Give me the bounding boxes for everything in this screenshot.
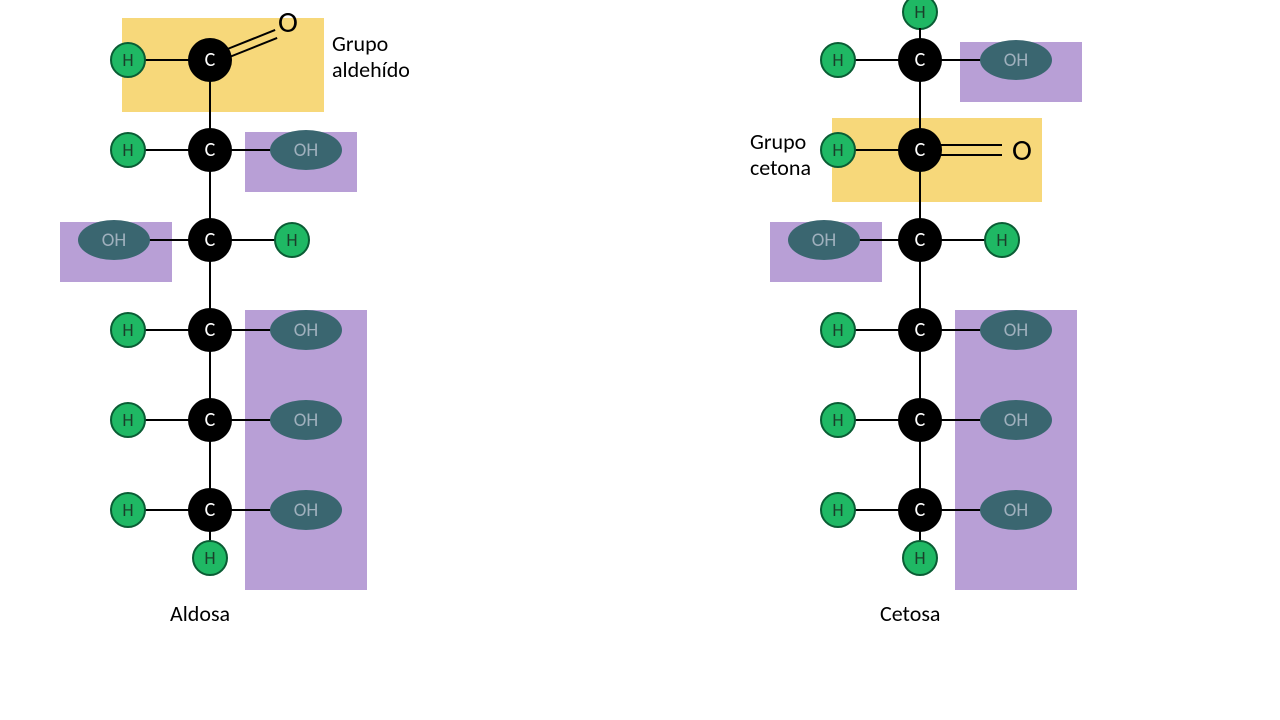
carbon-atom: C — [188, 308, 232, 352]
bond-vertical — [209, 350, 211, 400]
hydrogen-atom: H — [192, 540, 228, 576]
bond-double — [940, 154, 1002, 156]
oxygen-atom: O — [278, 4, 298, 41]
group-label: cetona — [750, 154, 811, 181]
bond-vertical — [919, 80, 921, 130]
hydrogen-atom: H — [820, 312, 856, 348]
molecule-title: Aldosa — [170, 600, 230, 627]
bond-vertical — [209, 260, 211, 310]
bond-horizontal — [144, 419, 190, 421]
group-label: Grupo — [750, 128, 806, 155]
bond-horizontal — [144, 59, 190, 61]
bond-horizontal — [940, 239, 986, 241]
bond-horizontal — [144, 149, 190, 151]
bond-horizontal — [144, 509, 190, 511]
hydroxyl-group: OH — [270, 310, 342, 350]
carbon-atom: C — [898, 218, 942, 262]
carbon-atom: C — [898, 398, 942, 442]
bond-horizontal — [854, 329, 900, 331]
molecule-title: Cetosa — [880, 600, 940, 627]
bond-horizontal — [940, 419, 984, 421]
hydroxyl-group: OH — [980, 310, 1052, 350]
bond-horizontal — [854, 59, 900, 61]
hydroxyl-group: OH — [270, 130, 342, 170]
hydroxyl-group: OH — [78, 220, 150, 260]
highlight-purple — [955, 310, 1077, 590]
bond-horizontal — [940, 329, 984, 331]
bond-horizontal — [230, 149, 274, 151]
oxygen-atom: O — [1012, 132, 1032, 169]
hydrogen-atom: H — [110, 132, 146, 168]
group-label: aldehído — [332, 56, 410, 83]
bond-vertical — [209, 440, 211, 490]
bond-vertical — [919, 350, 921, 400]
hydroxyl-group: OH — [980, 40, 1052, 80]
bond-double — [940, 144, 1002, 146]
hydrogen-atom: H — [820, 492, 856, 528]
hydrogen-atom: H — [820, 42, 856, 78]
hydrogen-atom: H — [820, 402, 856, 438]
bond-horizontal — [940, 59, 984, 61]
carbon-atom: C — [188, 218, 232, 262]
hydroxyl-group: OH — [270, 400, 342, 440]
bond-horizontal — [854, 509, 900, 511]
hydrogen-atom: H — [984, 222, 1020, 258]
carbon-atom: C — [188, 38, 232, 82]
bond-vertical — [919, 440, 921, 490]
carbon-atom: C — [898, 308, 942, 352]
bond-vertical — [209, 80, 211, 130]
bond-horizontal — [856, 239, 900, 241]
hydrogen-atom: H — [902, 0, 938, 30]
bond-horizontal — [146, 239, 190, 241]
bond-horizontal — [230, 509, 274, 511]
hydroxyl-group: OH — [980, 490, 1052, 530]
bond-horizontal — [230, 239, 276, 241]
hydrogen-atom: H — [110, 402, 146, 438]
hydrogen-atom: H — [110, 42, 146, 78]
carbon-atom: C — [188, 398, 232, 442]
carbon-atom: C — [188, 488, 232, 532]
bond-vertical — [209, 170, 211, 220]
hydroxyl-group: OH — [788, 220, 860, 260]
bond-horizontal — [144, 329, 190, 331]
bond-horizontal — [940, 509, 984, 511]
bond-horizontal — [230, 419, 274, 421]
hydrogen-atom: H — [820, 132, 856, 168]
hydroxyl-group: OH — [980, 400, 1052, 440]
carbon-atom: C — [188, 128, 232, 172]
bond-horizontal — [230, 329, 274, 331]
hydrogen-atom: H — [274, 222, 310, 258]
highlight-purple — [245, 310, 367, 590]
hydrogen-atom: H — [902, 540, 938, 576]
carbon-atom: C — [898, 128, 942, 172]
carbon-atom: C — [898, 488, 942, 532]
hydrogen-atom: H — [110, 312, 146, 348]
bond-horizontal — [854, 149, 900, 151]
bond-vertical — [919, 170, 921, 220]
group-label: Grupo — [332, 30, 388, 57]
bond-horizontal — [854, 419, 900, 421]
carbon-atom: C — [898, 38, 942, 82]
hydrogen-atom: H — [110, 492, 146, 528]
hydroxyl-group: OH — [270, 490, 342, 530]
bond-vertical — [919, 260, 921, 310]
